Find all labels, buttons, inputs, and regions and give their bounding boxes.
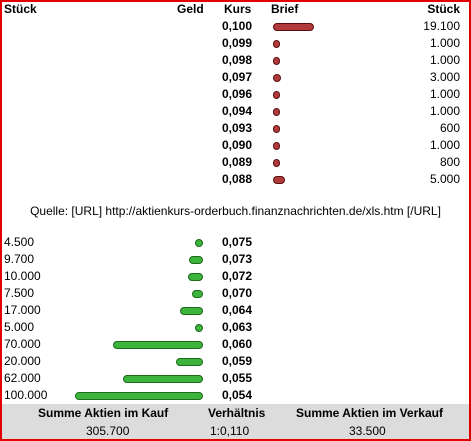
buy-stueck: 10.000 [4,269,41,283]
sell-kurs: 0,090 [222,138,253,152]
buy-kurs: 0,073 [222,252,253,266]
buy-stueck: 4.500 [4,235,35,249]
buy-kurs: 0,055 [222,371,253,385]
sell-kurs: 0,094 [222,104,253,118]
sell-volume-bar [273,57,280,65]
sell-stueck: 19.100 [423,19,460,33]
buy-kurs: 0,063 [222,320,253,334]
buy-kurs: 0,060 [222,337,253,351]
buy-volume-bar [113,341,203,349]
sell-kurs: 0,096 [222,87,253,101]
buy-kurs: 0,075 [222,235,253,249]
sell-volume-bar [273,74,281,82]
summary-footer: Summe Aktien im Kauf 305.700 Verhältnis … [2,404,469,439]
buy-volume-bar [123,375,203,383]
buy-kurs: 0,070 [222,286,253,300]
buy-volume-bar [195,239,203,247]
sum-sell-label: Summe Aktien im Verkauf [296,406,443,420]
sell-volume-bar [273,91,280,99]
sell-volume-bar [273,23,314,31]
sum-sell-value: 33.500 [349,424,386,438]
sell-kurs: 0,088 [222,172,253,186]
buy-volume-bar [189,256,203,264]
buy-stueck: 70.000 [4,337,41,351]
sell-volume-bar [273,159,280,167]
buy-stueck: 100.000 [4,388,48,402]
sell-stueck: 600 [439,121,460,135]
buy-volume-bar [180,307,203,315]
sell-stueck: 1.000 [429,104,460,118]
buy-stueck: 17.000 [4,303,41,317]
sell-stueck: 1.000 [429,87,460,101]
sell-stueck: 1.000 [429,36,460,50]
ratio-label: Verhältnis [208,406,266,420]
buy-stueck: 9.700 [4,252,35,266]
sum-buy-label: Summe Aktien im Kauf [38,406,169,420]
sell-stueck: 3.000 [429,70,460,84]
sell-stueck: 800 [439,155,460,169]
ratio-value: 1:0,110 [210,424,250,438]
header-brief: Brief [271,2,299,16]
header-stueck-right: Stück [427,2,460,16]
buy-volume-bar [176,358,203,366]
buy-kurs: 0,072 [222,269,253,283]
buy-kurs: 0,064 [222,303,253,317]
sell-volume-bar [273,125,280,133]
sell-stueck: 5.000 [429,172,460,186]
buy-kurs: 0,059 [222,354,253,368]
buy-stueck: 20.000 [4,354,41,368]
buy-kurs: 0,054 [222,388,253,402]
sell-stueck: 1.000 [429,138,460,152]
sell-stueck: 1.000 [429,53,460,67]
sell-kurs: 0,100 [222,19,253,33]
sell-volume-bar [273,142,280,150]
sell-kurs: 0,093 [222,121,253,135]
sell-kurs: 0,097 [222,70,253,84]
buy-volume-bar [192,290,203,298]
source-text: Quelle: [URL] http://aktienkurs-orderbuc… [30,204,441,218]
sell-volume-bar [273,40,280,48]
header-stueck-left: Stück [4,2,37,16]
buy-volume-bar [188,273,203,281]
buy-volume-bar [75,392,203,400]
buy-stueck: 62.000 [4,371,41,385]
sum-buy-value: 305.700 [86,424,130,438]
buy-stueck: 5.000 [4,320,35,334]
buy-stueck: 7.500 [4,286,35,300]
sell-kurs: 0,089 [222,155,253,169]
buy-volume-bar [195,324,203,332]
header-geld: Geld [177,2,204,16]
sell-kurs: 0,099 [222,36,253,50]
header-kurs: Kurs [224,2,252,16]
sell-kurs: 0,098 [222,53,253,67]
sell-volume-bar [273,108,280,116]
sell-volume-bar [273,176,285,184]
